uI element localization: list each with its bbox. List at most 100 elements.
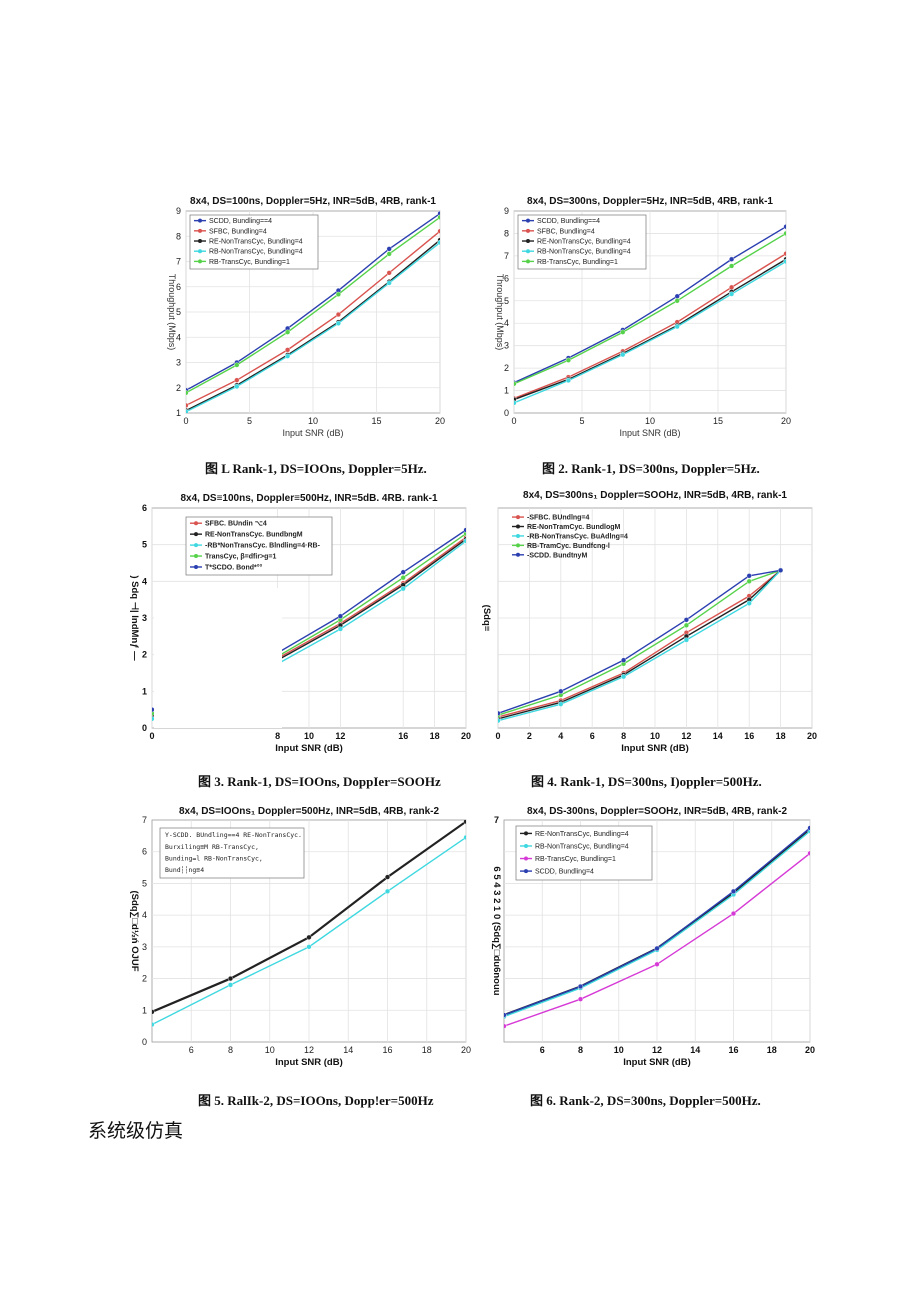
figure-3-chart: 8x4, DS≡100ns, Doppler≡500Hz, INR=5dB. 4…: [129, 493, 471, 754]
data-point: [152, 716, 155, 722]
data-point: [284, 329, 291, 335]
data-point: [729, 291, 735, 297]
legend-box: [515, 825, 653, 881]
x-tick-label: 0: [495, 731, 500, 741]
legend-marker: [526, 259, 530, 264]
series-line-4: [514, 232, 786, 385]
legend-marker: [526, 249, 530, 254]
y-tick-label: 0: [504, 408, 509, 418]
x-tick-label: 18: [430, 731, 440, 741]
series-line-0: [514, 226, 786, 384]
data-point: [437, 239, 440, 246]
data-point: [384, 888, 391, 894]
figure-2-panel: 8x4, DS=300ns, Doppler=5Hz, INR=5dB, 4RB…: [488, 193, 808, 443]
x-tick-label: 20: [461, 1045, 471, 1055]
legend-label: -SCDD. BundtnyM: [527, 552, 587, 559]
series-line-1: [514, 253, 786, 400]
series-line-3: [498, 569, 781, 716]
legend-marker: [526, 228, 530, 233]
y-tick-label: 4: [142, 910, 147, 920]
section-heading: 系统级仿真: [88, 1121, 184, 1142]
data-point: [498, 718, 501, 724]
data-point: [234, 377, 240, 383]
x-tick-label: 12: [652, 1045, 662, 1055]
data-point: [514, 400, 517, 406]
data-point: [234, 362, 240, 368]
legend-label: -RB-NonTransCyc. BuAdlng=4: [527, 533, 628, 540]
x-tick-label: 0: [183, 416, 188, 426]
legend-marker: [516, 543, 520, 548]
data-point: [337, 626, 344, 632]
series-group: [152, 820, 466, 1028]
legend-marker: [516, 515, 520, 520]
legend-marker: [516, 552, 520, 557]
legend-label: RB-TransCyc, Bundling=1: [535, 856, 616, 863]
legend-label: RE-NonTransCyc, Bundling=4: [535, 831, 629, 838]
legend-label: Bund┆┆ng≡4: [165, 866, 204, 874]
y-axis-label: 6 5 4 3 2 1 0 (Sdq∑□du6nouu: [491, 866, 502, 995]
data-point: [783, 251, 786, 257]
legend-marker: [524, 856, 528, 861]
x-tick-label: 8: [275, 731, 280, 741]
series-line-3: [514, 260, 786, 404]
x-axis-label: Input SNR (dB): [275, 1057, 343, 1068]
data-point: [152, 707, 155, 713]
data-point: [400, 569, 406, 575]
data-point: [234, 383, 240, 390]
legend-label: Burxiling≡M RB-TransCyc,: [165, 843, 259, 851]
legend-marker: [198, 218, 202, 223]
data-point: [807, 825, 810, 831]
y-tick-label: 3: [504, 341, 509, 351]
y-tick-label: 5: [142, 540, 147, 550]
x-tick-label: 12: [304, 1045, 314, 1055]
y-axis-label: (Sdq∑□d½ń OJUF: [129, 890, 140, 971]
data-point: [400, 586, 406, 592]
y-tick-label: 2: [176, 383, 181, 393]
x-tick-label: 20: [781, 416, 791, 426]
data-point: [558, 701, 564, 707]
x-tick-label: 20: [805, 1045, 815, 1055]
legend-marker: [524, 831, 528, 836]
x-tick-label: 20: [461, 731, 471, 741]
data-point: [463, 538, 466, 544]
data-point: [674, 298, 680, 304]
x-tick-label: 14: [343, 1045, 353, 1055]
data-point: [335, 291, 342, 297]
series-line-2: [498, 569, 782, 722]
legend-label: RB-NonTransCyc, Bundling=4: [209, 249, 303, 256]
legend-marker: [194, 532, 198, 537]
data-point: [746, 600, 752, 606]
data-point: [783, 258, 786, 265]
legend-label: SCDD, Bundling==4: [209, 218, 272, 225]
data-point: [514, 381, 517, 387]
data-point: [227, 975, 234, 982]
chart-title: 8x4, DS=IOOns₁ Doppler=500Hz, INR=5dB, 4…: [179, 806, 439, 817]
x-tick-label: 6: [540, 1045, 545, 1055]
data-point: [620, 329, 626, 335]
x-tick-label: 6: [189, 1045, 194, 1055]
legend-marker: [198, 259, 202, 264]
legend-label: SCDD, Bundling=4: [535, 869, 594, 876]
y-tick-label: 7: [142, 815, 147, 825]
y-tick-label: 0: [142, 1037, 147, 1047]
data-point: [386, 280, 392, 286]
x-tick-label: 10: [645, 416, 655, 426]
series-line-0: [498, 569, 782, 718]
data-point: [152, 1021, 155, 1028]
legend-label: RE-NonTramCyc. BundlogM: [527, 524, 621, 531]
data-point: [284, 347, 291, 353]
x-axis-label: Input SNR (dB): [282, 428, 343, 438]
series-group: [514, 224, 786, 406]
figure-1-chart: 8x4, DS=100ns, Doppler=5Hz, INR=5dB, 4RB…: [167, 196, 445, 438]
x-tick-label: 6: [590, 731, 595, 741]
y-axis-label: (Sdq≡: [481, 605, 492, 632]
y-tick-label: 6: [142, 847, 147, 857]
y-axis-label: ) Sdq ⊣| lndMnƒ —: [129, 575, 140, 661]
series-line-1: [186, 230, 440, 407]
x-tick-label: 16: [382, 1045, 392, 1055]
y-tick-label: 1: [142, 686, 147, 696]
series-group: [504, 825, 810, 1029]
figure-5-panel: 8x4, DS=IOOns₁ Doppler=500Hz, INR=5dB, 4…: [120, 804, 480, 1076]
data-point: [620, 352, 626, 358]
x-tick-label: 0: [511, 416, 516, 426]
